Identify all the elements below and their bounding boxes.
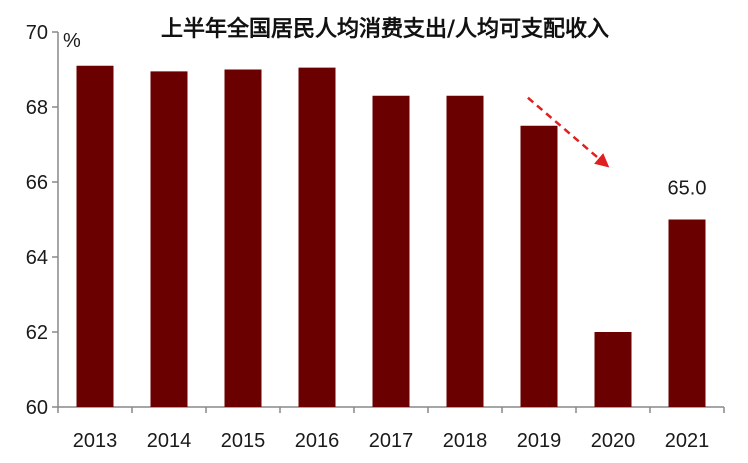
y-axis: 60 62 64 66 68 70: [26, 22, 59, 419]
chart-title: 上半年全国居民人均消费支出/人均可支配收入: [161, 16, 609, 42]
x-tick-label: 2013: [73, 430, 118, 452]
x-axis: 2013 2014 2015 2016 2017 2018 2019 2020 2021: [57, 406, 725, 452]
y-tick-label: 62: [26, 322, 48, 344]
bar-2014: [150, 71, 188, 407]
bar-2021: [668, 219, 706, 407]
y-tick-label: 70: [26, 22, 48, 44]
y-tick-label: 66: [26, 172, 48, 194]
y-tick-label: 60: [26, 397, 48, 419]
bar-2017: [372, 95, 410, 407]
data-labels-group: 65.0: [668, 178, 707, 200]
x-tick-label: 2021: [665, 430, 710, 452]
unit-label: %: [63, 30, 81, 52]
x-tick-label: 2018: [443, 430, 488, 452]
x-tick-label: 2016: [295, 430, 340, 452]
bar-2016: [298, 67, 336, 407]
x-tick-label: 2020: [591, 430, 636, 452]
trend-arrow-line: [527, 96, 600, 160]
bars-group: [76, 65, 706, 407]
x-tick-label: 2015: [221, 430, 266, 452]
bar-2018: [446, 95, 484, 407]
bar-2020: [594, 332, 632, 407]
x-tick-label: 2014: [147, 430, 192, 452]
x-tick-label: 2017: [369, 430, 414, 452]
bar-2019: [520, 125, 558, 407]
y-tick-label: 68: [26, 97, 48, 119]
x-tick-label: 2019: [517, 430, 562, 452]
bar-2013: [76, 65, 114, 407]
data-label-2021: 65.0: [668, 178, 707, 200]
bar-2015: [224, 69, 262, 407]
trend-arrow-annotation: [527, 96, 610, 168]
y-tick-label: 64: [26, 247, 48, 269]
trend-arrow-head: [594, 153, 610, 168]
